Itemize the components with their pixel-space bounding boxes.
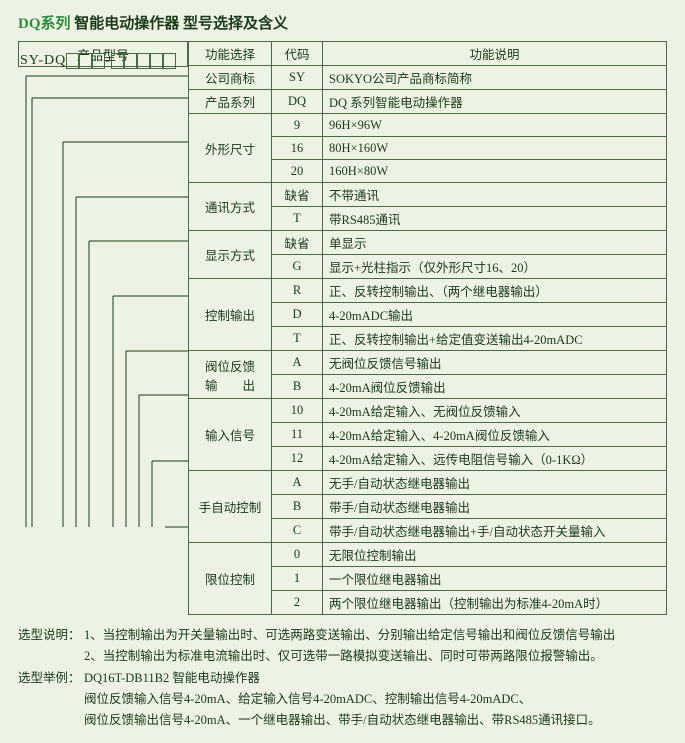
code-cell: 10 xyxy=(272,399,323,423)
desc-cell: 无限位控制输出 xyxy=(323,543,667,567)
code-cell: 11 xyxy=(272,423,323,447)
code-cell: B xyxy=(272,495,323,519)
code-cell: D xyxy=(272,303,323,327)
desc-cell: 正、反转控制输出、（两个继电器输出） xyxy=(323,279,667,303)
notes-section: 选型说明： 1、当控制输出为开关量输出时、可选两路变送输出、分别输出给定信号输出… xyxy=(18,625,667,731)
connector-lines xyxy=(18,65,188,555)
func-cell: 限位控制 xyxy=(189,543,272,615)
code-cell: R xyxy=(272,279,323,303)
code-cell: T xyxy=(272,207,323,231)
desc-cell: 带手/自动状态继电器输出 xyxy=(323,495,667,519)
table-row: 阀位反馈 输 出A无阀位反馈信号输出 xyxy=(189,351,667,375)
note-text: 2、当控制输出为标准电流输出时、仅可选带一路模拟变送输出、同时可带两路限位报警输… xyxy=(18,646,667,667)
desc-cell: 带手/自动状态继电器输出+手/自动状态开关量输入 xyxy=(323,519,667,543)
right-column: 功能选择 代码 功能说明 公司商标SYSOKYO公司产品商标简称产品系列DQDQ… xyxy=(188,41,667,615)
code-box xyxy=(92,53,105,69)
func-cell: 控制输出 xyxy=(189,279,272,351)
desc-cell: DQ 系列智能电动操作器 xyxy=(323,90,667,114)
code-box xyxy=(124,53,137,69)
note-text: 阀位反馈输出信号4-20mA、一个继电器输出、带手/自动状态继电器输出、带RS4… xyxy=(18,710,667,731)
code-cell: 缺省 xyxy=(272,183,323,207)
func-cell: 通讯方式 xyxy=(189,183,272,231)
desc-cell: 4-20mADC输出 xyxy=(323,303,667,327)
model-code-string: SY-DQ- xyxy=(20,53,176,69)
header-code: 代码 xyxy=(272,42,323,66)
func-cell: 公司商标 xyxy=(189,66,272,90)
code-cell: 9 xyxy=(272,114,323,137)
code-cell: B xyxy=(272,375,323,399)
main-content: 产品型号 SY-DQ- 功能选择 代码 功能说明 公司商标SYSOKYO公司产品… xyxy=(18,41,667,615)
func-cell: 产品系列 xyxy=(189,90,272,114)
desc-cell: 不带通讯 xyxy=(323,183,667,207)
code-box xyxy=(163,53,176,69)
model-prefix: SY-DQ xyxy=(20,53,66,68)
table-row: 通讯方式缺省不带通讯 xyxy=(189,183,667,207)
func-cell: 输入信号 xyxy=(189,399,272,471)
code-cell: 16 xyxy=(272,137,323,160)
table-row: 显示方式缺省单显示 xyxy=(189,231,667,255)
desc-cell: 无手/自动状态继电器输出 xyxy=(323,471,667,495)
code-cell: A xyxy=(272,351,323,375)
func-cell: 显示方式 xyxy=(189,231,272,279)
desc-cell: 一个限位继电器输出 xyxy=(323,567,667,591)
table-row: 产品系列DQDQ 系列智能电动操作器 xyxy=(189,90,667,114)
code-cell: SY xyxy=(272,66,323,90)
desc-cell: 单显示 xyxy=(323,231,667,255)
code-box xyxy=(137,53,150,69)
table-header-row: 功能选择 代码 功能说明 xyxy=(189,42,667,66)
note-label: 选型举例： xyxy=(18,668,84,689)
note-text: 1、当控制输出为开关量输出时、可选两路变送输出、分别输出给定信号输出和阀位反馈信… xyxy=(84,625,615,646)
code-cell: 2 xyxy=(272,591,323,615)
code-cell: 20 xyxy=(272,160,323,183)
code-cell: A xyxy=(272,471,323,495)
desc-cell: 4-20mA给定输入、无阀位反馈输入 xyxy=(323,399,667,423)
note-row: 选型举例： DQ16T-DB11B2 智能电动操作器 xyxy=(18,668,667,689)
table-row: 控制输出R正、反转控制输出、（两个继电器输出） xyxy=(189,279,667,303)
func-cell: 外形尺寸 xyxy=(189,114,272,183)
func-cell: 阀位反馈 输 出 xyxy=(189,351,272,399)
code-cell: C xyxy=(272,519,323,543)
note-text: DQ16T-DB11B2 智能电动操作器 xyxy=(84,668,260,689)
desc-cell: 160H×80W xyxy=(323,160,667,183)
title-green: DQ系列 xyxy=(18,16,71,32)
code-cell: 缺省 xyxy=(272,231,323,255)
code-cell: DQ xyxy=(272,90,323,114)
table-row: 输入信号104-20mA给定输入、无阀位反馈输入 xyxy=(189,399,667,423)
note-text: 阀位反馈输入信号4-20mA、给定输入信号4-20mADC、控制输出信号4-20… xyxy=(18,689,667,710)
desc-cell: SOKYO公司产品商标简称 xyxy=(323,66,667,90)
note-row: 选型说明： 1、当控制输出为开关量输出时、可选两路变送输出、分别输出给定信号输出… xyxy=(18,625,667,646)
spec-table: 功能选择 代码 功能说明 公司商标SYSOKYO公司产品商标简称产品系列DQDQ… xyxy=(188,41,667,615)
note-label: 选型说明： xyxy=(18,625,84,646)
code-box xyxy=(66,53,79,69)
desc-cell: 显示+光柱指示（仅外形尺寸16、20） xyxy=(323,255,667,279)
code-cell: 12 xyxy=(272,447,323,471)
table-row: 手自动控制A无手/自动状态继电器输出 xyxy=(189,471,667,495)
code-cell: 1 xyxy=(272,567,323,591)
desc-cell: 4-20mA给定输入、4-20mA阀位反馈输入 xyxy=(323,423,667,447)
code-box xyxy=(150,53,163,69)
func-cell: 手自动控制 xyxy=(189,471,272,543)
desc-cell: 无阀位反馈信号输出 xyxy=(323,351,667,375)
code-cell: T xyxy=(272,327,323,351)
table-row: 限位控制0无限位控制输出 xyxy=(189,543,667,567)
code-cell: 0 xyxy=(272,543,323,567)
table-row: 外形尺寸996H×96W xyxy=(189,114,667,137)
code-box xyxy=(111,53,124,69)
desc-cell: 两个限位继电器输出（控制输出为标准4-20mA时） xyxy=(323,591,667,615)
header-func: 功能选择 xyxy=(189,42,272,66)
desc-cell: 4-20mA阀位反馈输出 xyxy=(323,375,667,399)
desc-cell: 4-20mA给定输入、远传电阻信号输入（0-1KΩ） xyxy=(323,447,667,471)
desc-cell: 80H×160W xyxy=(323,137,667,160)
desc-cell: 正、反转控制输出+给定值变送输出4-20mADC xyxy=(323,327,667,351)
page-title: DQ系列 智能电动操作器 型号选择及含义 xyxy=(18,12,667,33)
header-desc: 功能说明 xyxy=(323,42,667,66)
title-rest: 智能电动操作器 型号选择及含义 xyxy=(71,16,289,32)
desc-cell: 96H×96W xyxy=(323,114,667,137)
table-row: 公司商标SYSOKYO公司产品商标简称 xyxy=(189,66,667,90)
desc-cell: 带RS485通讯 xyxy=(323,207,667,231)
left-column: 产品型号 SY-DQ- xyxy=(18,41,188,67)
code-box xyxy=(79,53,92,69)
code-cell: G xyxy=(272,255,323,279)
